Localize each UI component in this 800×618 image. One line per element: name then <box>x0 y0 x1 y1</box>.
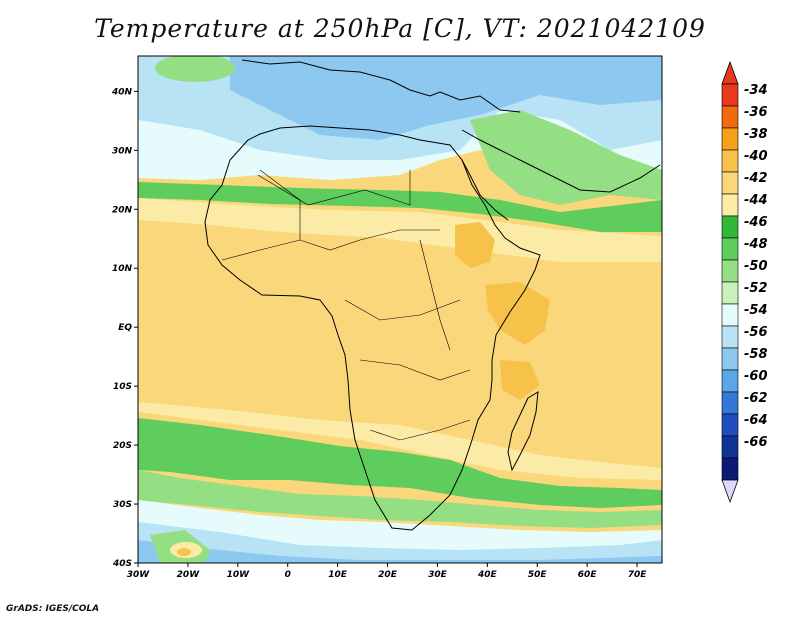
colorbar-label: -52 <box>744 281 768 296</box>
colorbar-swatch <box>721 215 739 239</box>
north-green-band <box>138 182 662 232</box>
colorbar-label: -62 <box>744 391 768 406</box>
lat-label: EQ <box>118 323 132 333</box>
arabia-coast <box>461 129 661 193</box>
coastlines <box>204 59 661 531</box>
colorbar-swatch <box>721 237 739 261</box>
colorbar: -34 -36 -38 -40 -42 -44 -46 -48 -50 -52 -54 -56 -58 -… <box>721 60 768 504</box>
colorbar-swatch <box>721 303 739 327</box>
north-blue-region <box>230 56 662 140</box>
colorbar-swatch <box>721 457 739 481</box>
latitude-ticks: 40N 30N 20N 10N EQ 10S 20S 30S 40S <box>111 87 138 569</box>
map-plot-area <box>138 56 662 563</box>
lat-label: 40S <box>112 559 132 569</box>
south-blue-region <box>138 540 662 563</box>
lat-label: 20N <box>112 205 133 215</box>
lat-label: 30N <box>112 146 133 156</box>
colorbar-label: -48 <box>744 237 768 252</box>
south-pale-band <box>138 402 662 480</box>
lat-label: 30S <box>113 500 132 510</box>
lon-label: 50E <box>528 570 548 580</box>
red-sea-coast <box>461 159 509 221</box>
madagascar-coast <box>507 391 539 472</box>
lon-label: 10E <box>328 570 348 580</box>
lon-label: 0 <box>285 570 291 580</box>
colorbar-swatch <box>721 83 739 107</box>
africa-coastline <box>204 125 541 531</box>
longitude-ticks: 30W 20W 10W 0 10E 20E 30E 40E 50E 60E 70E <box>127 563 647 580</box>
lon-label: 60E <box>578 570 598 580</box>
south-green-band <box>138 418 662 508</box>
plot-frame <box>137 55 663 564</box>
lon-label: 20E <box>378 570 398 580</box>
colorbar-swatch <box>721 435 739 459</box>
lon-label: 10W <box>227 570 251 580</box>
colorbar-label: -38 <box>744 127 768 142</box>
south-mid-region <box>138 522 662 563</box>
lon-label: 40E <box>477 570 498 580</box>
colorbar-label: -58 <box>744 347 768 362</box>
lat-label: 10S <box>113 382 132 392</box>
lat-label: 40N <box>111 87 133 97</box>
lon-label: 30E <box>428 570 448 580</box>
colorbar-swatch <box>721 149 739 173</box>
colorbar-swatch <box>721 325 739 349</box>
colorbar-swatch <box>721 105 739 129</box>
colorbar-swatch <box>721 193 739 217</box>
colorbar-label: -56 <box>744 325 768 340</box>
colorbar-swatch <box>721 171 739 195</box>
arabia-green-region <box>470 110 662 205</box>
colorbar-swatch <box>721 413 739 437</box>
colorbar-label: -50 <box>744 259 768 274</box>
lat-label: 20S <box>113 441 132 451</box>
colorbar-label: -64 <box>744 413 768 428</box>
lat-label: 10N <box>112 264 133 274</box>
colorbar-swatch <box>721 347 739 371</box>
colorbar-top-arrow <box>721 60 739 85</box>
colorbar-label: -60 <box>744 369 768 384</box>
colorbar-label: -66 <box>744 435 768 450</box>
north-green-patch <box>155 56 235 82</box>
colorbar-label: -42 <box>744 171 768 186</box>
lon-label: 30W <box>127 570 151 580</box>
colorbar-label: -40 <box>744 149 768 164</box>
ethiopia-orange-patch <box>455 222 495 268</box>
colorbar-label: -36 <box>744 105 768 120</box>
colorbar-label: -34 <box>744 83 768 98</box>
colorbar-label: -46 <box>744 215 768 230</box>
colorbar-swatch <box>721 281 739 305</box>
east-africa-orange-patch <box>485 282 550 345</box>
colorbar-label: -44 <box>744 193 768 208</box>
borders <box>221 169 471 441</box>
grads-credit: GrADS: IGES/COLA <box>6 604 100 614</box>
lon-label: 20W <box>177 570 201 580</box>
colorbar-swatch <box>721 259 739 283</box>
colorbar-swatch <box>721 391 739 415</box>
colorbar-bottom-arrow <box>721 479 739 504</box>
south-light-green-band <box>138 470 662 528</box>
colorbar-swatch <box>721 127 739 151</box>
mozambique-orange-patch <box>500 360 540 400</box>
europe-coast <box>241 59 521 113</box>
colorbar-label: -54 <box>744 303 768 318</box>
colorbar-swatch <box>721 369 739 393</box>
map-title: Temperature at 250hPa [C], VT: 202104210… <box>94 14 706 43</box>
lon-label: 70E <box>628 570 648 580</box>
southwest-orange-spot <box>177 548 191 556</box>
